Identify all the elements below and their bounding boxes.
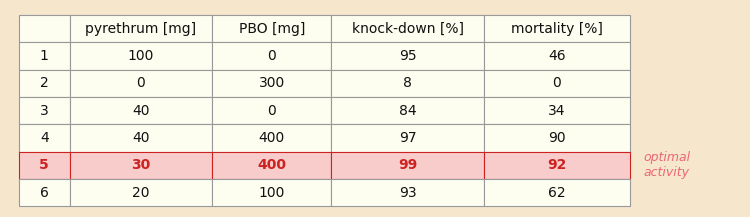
Bar	[212, 70, 332, 97]
Text: knock-down [%]: knock-down [%]	[352, 22, 464, 36]
Bar	[484, 43, 630, 70]
Bar	[19, 97, 70, 124]
Bar	[332, 70, 484, 97]
Text: 300: 300	[259, 76, 285, 90]
Text: 46: 46	[548, 49, 566, 63]
Bar	[19, 15, 70, 43]
Text: 0: 0	[267, 104, 276, 118]
Bar	[19, 179, 70, 206]
Text: 0: 0	[553, 76, 561, 90]
Bar	[212, 97, 332, 124]
Text: 34: 34	[548, 104, 566, 118]
Text: 2: 2	[40, 76, 49, 90]
Bar	[332, 152, 484, 179]
Text: mortality [%]: mortality [%]	[511, 22, 603, 36]
Bar	[70, 15, 212, 43]
Bar	[484, 97, 630, 124]
Bar	[484, 124, 630, 152]
Text: 97: 97	[399, 131, 416, 145]
Bar	[19, 152, 70, 179]
Text: 0: 0	[136, 76, 146, 90]
Bar	[70, 152, 212, 179]
Bar	[19, 124, 70, 152]
Bar	[70, 97, 212, 124]
Text: optimal
activity: optimal activity	[644, 151, 691, 179]
Text: 93: 93	[399, 186, 416, 199]
Bar	[332, 97, 484, 124]
Bar	[332, 179, 484, 206]
Text: 30: 30	[131, 158, 151, 172]
Text: 100: 100	[259, 186, 285, 199]
Bar	[484, 15, 630, 43]
Bar	[19, 70, 70, 97]
Text: 95: 95	[399, 49, 416, 63]
Text: pyrethrum [mg]: pyrethrum [mg]	[86, 22, 196, 36]
Bar	[70, 43, 212, 70]
Text: 62: 62	[548, 186, 566, 199]
Text: 90: 90	[548, 131, 566, 145]
Text: 40: 40	[132, 131, 150, 145]
Text: 100: 100	[128, 49, 154, 63]
Bar	[70, 70, 212, 97]
Text: 92: 92	[548, 158, 567, 172]
Bar	[484, 179, 630, 206]
Bar	[212, 152, 332, 179]
Text: 4: 4	[40, 131, 49, 145]
Text: 0: 0	[267, 49, 276, 63]
Bar	[212, 43, 332, 70]
Bar	[484, 152, 630, 179]
Text: 40: 40	[132, 104, 150, 118]
Text: 8: 8	[404, 76, 412, 90]
Bar	[212, 15, 332, 43]
Bar	[484, 70, 630, 97]
Text: 6: 6	[40, 186, 49, 199]
Bar	[332, 15, 484, 43]
Text: 20: 20	[132, 186, 150, 199]
Text: 3: 3	[40, 104, 49, 118]
Bar	[19, 43, 70, 70]
Text: 1: 1	[40, 49, 49, 63]
Bar	[332, 43, 484, 70]
Text: 400: 400	[257, 158, 286, 172]
Bar	[332, 124, 484, 152]
Text: 99: 99	[398, 158, 417, 172]
Text: 400: 400	[259, 131, 285, 145]
Bar	[212, 179, 332, 206]
Bar	[70, 124, 212, 152]
Bar	[212, 124, 332, 152]
Text: 84: 84	[399, 104, 416, 118]
Text: PBO [mg]: PBO [mg]	[238, 22, 305, 36]
Text: 5: 5	[39, 158, 49, 172]
Bar	[70, 179, 212, 206]
